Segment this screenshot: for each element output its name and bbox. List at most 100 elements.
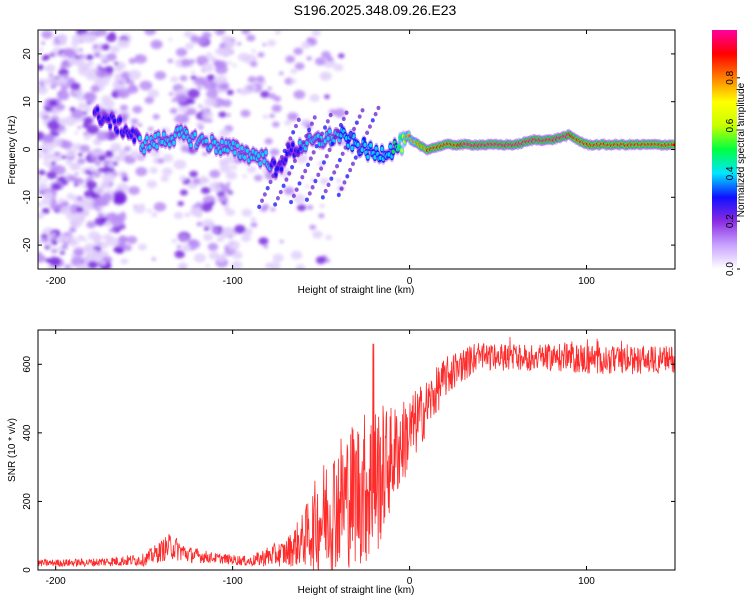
noise-blob (233, 224, 246, 234)
noise-blob (121, 172, 128, 178)
spectrogram-x-tick-label: -200 (46, 276, 66, 287)
noise-blob (333, 108, 347, 118)
ridge-core (141, 143, 145, 148)
noise-blob (114, 64, 124, 72)
noise-blob (177, 262, 189, 269)
ridge-core (132, 138, 136, 143)
ridge-core (243, 155, 247, 160)
noise-blob (67, 174, 77, 182)
ridge-streak (292, 158, 297, 164)
noise-blob (226, 113, 231, 117)
snr-x-ticks: -200 -100 0 100 (46, 330, 595, 587)
noise-blob (314, 57, 326, 66)
noise-blob (76, 206, 84, 213)
ridge-core (185, 130, 189, 135)
noise-blob (137, 123, 143, 127)
noise-blob (160, 175, 169, 182)
noise-blob (63, 116, 77, 126)
ridge-core (388, 144, 393, 149)
ridge-core (108, 124, 112, 129)
ridge-streak (320, 131, 325, 136)
noise-blob (220, 184, 230, 192)
colorbar-tick-label: 0.8 (725, 70, 736, 84)
noise-blob (45, 76, 57, 86)
noise-blob (93, 237, 100, 243)
noise-blob (73, 165, 78, 169)
noise-blob (112, 161, 119, 166)
ridge-core (369, 143, 373, 148)
noise-blob (201, 219, 215, 229)
noise-blob (117, 235, 128, 244)
noise-blob (196, 221, 203, 227)
noise-blob (65, 149, 77, 158)
noise-blob (336, 178, 342, 183)
noise-blob (38, 253, 46, 263)
noise-blob (169, 107, 178, 114)
ridge-core (240, 146, 244, 151)
noise-blob (42, 149, 47, 153)
noise-blob (123, 146, 131, 152)
ridge-streak (339, 186, 344, 191)
noise-blob (209, 181, 222, 192)
ridge-core (356, 142, 360, 147)
noise-blob (201, 62, 214, 73)
ridge-streak (306, 162, 311, 167)
noise-blob (211, 228, 219, 234)
noise-blob (190, 75, 197, 81)
noise-blob (118, 149, 126, 155)
ridge-streak (346, 139, 351, 144)
noise-blob (232, 63, 237, 68)
spectrogram-ridge (92, 103, 675, 210)
noise-blob (151, 257, 156, 261)
noise-blob (147, 89, 160, 99)
noise-blob (264, 138, 273, 145)
ridge-streak (370, 118, 375, 123)
ridge-streak (291, 193, 296, 199)
noise-blob (85, 202, 94, 210)
ridge-streak (357, 114, 362, 119)
ridge-streak (303, 168, 308, 174)
noise-blob (227, 61, 232, 65)
noise-blob (206, 74, 215, 81)
noise-blob (146, 209, 152, 213)
noise-blob (206, 89, 219, 99)
noise-blob (181, 244, 192, 252)
noise-blob (203, 226, 210, 231)
noise-blob (82, 123, 90, 129)
noise-blob (272, 253, 284, 263)
noise-blob (98, 241, 109, 249)
noise-blob (38, 182, 49, 192)
snr-series-line (38, 336, 675, 570)
noise-blob (301, 41, 311, 49)
ridge-core (162, 132, 166, 137)
noise-blob (262, 203, 270, 210)
ridge-streak (350, 161, 355, 167)
ridge-streak (308, 156, 313, 161)
ridge-streak (352, 126, 357, 132)
ridge-core (156, 132, 160, 137)
noise-blob (50, 198, 58, 204)
ridge-core (261, 152, 265, 158)
noise-blob (56, 247, 62, 251)
noise-blob (135, 54, 141, 59)
ridge-streak (287, 171, 292, 176)
noise-blob (309, 224, 317, 230)
noise-blob (126, 235, 138, 245)
ridge-core (318, 141, 322, 147)
ridge-streak (298, 146, 303, 151)
noise-blob (61, 244, 69, 250)
noise-blob (193, 253, 206, 263)
noise-blob (152, 113, 160, 120)
noise-blob (144, 30, 157, 36)
ridge-core (172, 140, 176, 146)
noise-blob (214, 30, 226, 36)
noise-blob (66, 193, 75, 200)
noise-blob (263, 244, 269, 249)
ridge-core (360, 147, 364, 152)
ridge-streak (367, 124, 372, 129)
noise-blob (96, 64, 102, 69)
ridge-core (95, 107, 100, 112)
colorbar-ticks: 0.0 0.2 0.4 0.6 0.8 (725, 70, 740, 276)
noise-blob (42, 152, 54, 161)
noise-blob (293, 47, 304, 55)
